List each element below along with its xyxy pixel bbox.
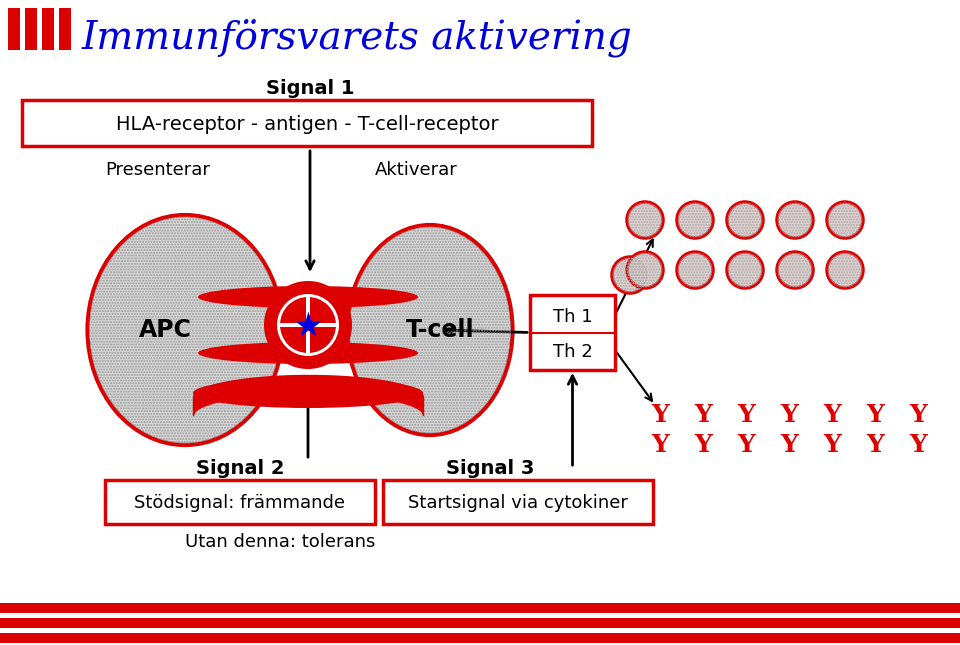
Text: Stödsignal: främmande: Stödsignal: främmande: [134, 494, 346, 512]
Text: Y: Y: [694, 433, 712, 457]
Text: Th 1: Th 1: [553, 308, 592, 326]
Text: Y: Y: [737, 403, 755, 427]
Text: Signal 3: Signal 3: [445, 459, 534, 477]
Bar: [8, 8, 20, 50]
Text: Y: Y: [866, 433, 884, 457]
FancyBboxPatch shape: [530, 295, 615, 370]
Text: T-cell: T-cell: [406, 318, 474, 342]
Text: Presenterar: Presenterar: [105, 161, 210, 179]
Bar: [0, 633, 960, 643]
Text: Y: Y: [780, 403, 798, 427]
Ellipse shape: [777, 252, 813, 288]
Text: Th 2: Th 2: [553, 343, 592, 361]
FancyBboxPatch shape: [383, 480, 653, 524]
Ellipse shape: [777, 202, 813, 238]
Ellipse shape: [277, 294, 339, 356]
Text: APC: APC: [138, 318, 191, 342]
FancyBboxPatch shape: [105, 480, 375, 524]
Ellipse shape: [677, 202, 713, 238]
Ellipse shape: [727, 252, 763, 288]
Text: Signal 2: Signal 2: [196, 459, 284, 477]
Wedge shape: [308, 297, 336, 353]
Text: Signal 1: Signal 1: [266, 79, 354, 97]
Text: Y: Y: [823, 433, 841, 457]
Ellipse shape: [627, 202, 663, 238]
Text: Y: Y: [909, 433, 926, 457]
Ellipse shape: [87, 215, 282, 445]
Text: Y: Y: [823, 403, 841, 427]
Wedge shape: [280, 297, 308, 353]
Ellipse shape: [264, 281, 352, 369]
Ellipse shape: [827, 202, 863, 238]
Ellipse shape: [727, 202, 763, 238]
Text: Utan denna: tolerans: Utan denna: tolerans: [185, 533, 375, 551]
Ellipse shape: [193, 378, 423, 408]
Bar: [0, 618, 960, 628]
Ellipse shape: [827, 252, 863, 288]
Ellipse shape: [348, 225, 513, 435]
Text: Y: Y: [694, 403, 712, 427]
Text: Aktiverar: Aktiverar: [375, 161, 458, 179]
Text: Startsignal via cytokiner: Startsignal via cytokiner: [408, 494, 628, 512]
Bar: [306, 295, 310, 355]
Text: HLA-receptor - antigen - T-cell-receptor: HLA-receptor - antigen - T-cell-receptor: [116, 115, 498, 134]
Bar: [59, 8, 71, 50]
Bar: [0, 603, 960, 613]
Ellipse shape: [677, 252, 713, 288]
Text: Y: Y: [651, 433, 669, 457]
Ellipse shape: [627, 252, 663, 288]
Text: Y: Y: [651, 403, 669, 427]
Bar: [25, 8, 37, 50]
Bar: [278, 323, 338, 327]
Text: Immunförsvarets aktivering: Immunförsvarets aktivering: [82, 19, 633, 57]
Text: Y: Y: [866, 403, 884, 427]
Text: Y: Y: [780, 433, 798, 457]
Bar: [42, 8, 54, 50]
Text: Y: Y: [909, 403, 926, 427]
FancyBboxPatch shape: [22, 100, 592, 146]
Text: Y: Y: [737, 433, 755, 457]
Ellipse shape: [198, 286, 418, 308]
Ellipse shape: [612, 257, 648, 293]
Ellipse shape: [198, 342, 418, 364]
